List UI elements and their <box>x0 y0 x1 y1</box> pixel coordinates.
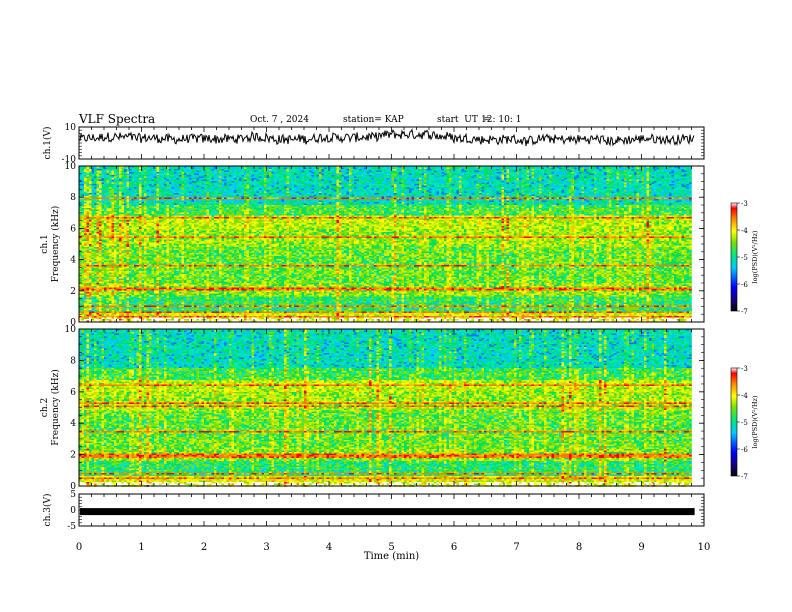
ch1-y-axis-label: ch.1(V) <box>42 127 53 160</box>
ch1-waveform-ytick-label: 10 <box>65 123 77 133</box>
spectrogram-cells <box>79 166 692 322</box>
vlf-spectra-figure: VLF Spectra Oct. 7 , 2024 station= KAP s… <box>0 0 792 612</box>
figure-canvas: 10-10ch.1(V) 0246810ch.1 Frequency (kHz) … <box>0 0 792 612</box>
ch1-waveform-line <box>80 130 694 146</box>
